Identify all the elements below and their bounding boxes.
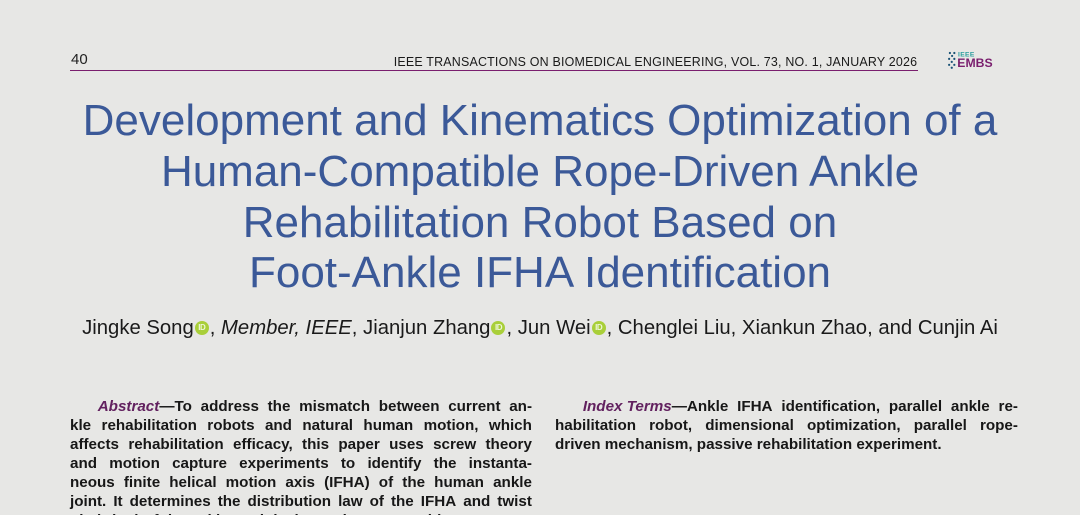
svg-text:EMBS: EMBS [957,56,992,70]
